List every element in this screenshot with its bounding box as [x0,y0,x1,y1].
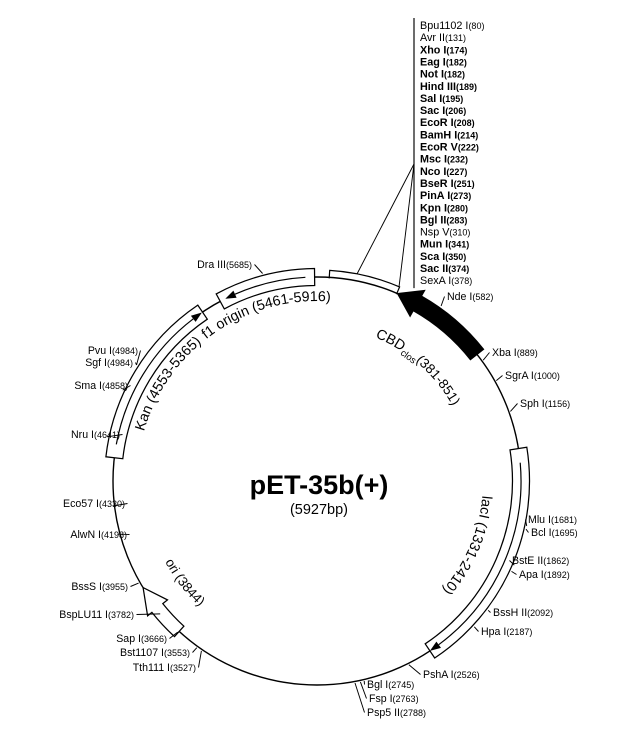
mcs-list-item-Nsp-V: Nsp V(310) [420,227,470,239]
leader-line-Bst1107-I [192,647,198,653]
feature-ori-label: ori (3844) [162,556,208,609]
feature-f1-arrow-shaft [234,276,306,295]
leader-line-Apa-I [511,570,517,575]
feature-f1-arrowhead [225,290,237,299]
mcs-list-item-Sal-I: Sal I(195) [420,93,463,105]
site-label-Sma-I: Sma I(4858) [74,380,128,392]
mcs-list-item-EcoR-I: EcoR I(208) [420,117,475,129]
mcs-list-item-Nco-I: Nco I(227) [420,166,467,178]
leader-line-Nru-I [107,434,123,438]
mcs-list-item-BseR-I: BseR I(251) [420,178,475,190]
leader-line-PshA-I [408,664,421,675]
site-label-Fsp-I: Fsp I(2763) [369,693,419,705]
leader-line-Mlu-I [525,519,528,527]
mcs-list-item-Sac-II: Sac II(374) [420,263,469,275]
mcs-list-item-Kpn-I: Kpn I(280) [420,202,468,214]
plasmid-title: pET-35b(+) [250,470,389,500]
feature-ori-arrow [142,586,185,638]
mcs-list-item-Avr-II: Avr II(131) [420,32,466,44]
mcs-list-item-Not-I: Not I(182) [420,69,465,81]
mcs-list-item-Bpu1102-I: Bpu1102 I(80) [420,20,484,32]
site-label-Apa-I: Apa I(1892) [519,569,570,581]
feature-kan-arrow-shaft [115,318,194,445]
mcs-list-item-PinA-I: PinA I(273) [420,190,471,202]
leader-line-Sph-I [510,403,518,412]
mcs-list-item-Hind-III: Hind III(189) [420,81,477,93]
plasmid-size-label: (5927bp) [290,502,348,518]
site-label-Sap-I: Sap I(3666) [116,633,167,645]
site-label-BssH-II: BssH II(2092) [493,607,553,619]
leader-line-SgrA-I [495,375,503,381]
leader-line-BssH-II [487,609,491,613]
feature-cbd-label: CBDclos(381-851) [373,326,463,407]
mcs-list-item-Mun-I: Mun I(341) [420,239,469,251]
plasmid-map-generated: CBDclos(381-851)lacI (1331-2410)ori (384… [59,18,578,719]
feature-cbd-solid-arrow [396,289,485,361]
leader-line-BstE-II [509,560,515,566]
leader-line-Bcl-I [525,528,529,533]
leader-line-Dra-III [254,264,263,274]
feature-kan-arrowhead [190,312,202,322]
leader-line-Fsp-I [359,681,367,699]
site-label-Bgl-I: Bgl I(2745) [367,679,414,691]
mcs-list-item-Bgl-II: Bgl II(283) [420,214,467,226]
site-label-Nde-I: Nde I(582) [447,291,493,303]
feature-laci-arrowhead [429,641,441,651]
leader-line-Eco57-I [112,503,128,507]
leader-line-Tth111-I [198,650,202,668]
site-label-Psp5-II: Psp5 II(2788) [367,707,426,719]
mcs-leader-line-right [398,163,415,288]
site-label-BssS-I: BssS I(3955) [71,581,128,593]
leader-line-Psp5-II [354,682,365,713]
mcs-list-item-Sca-I: Sca I(350) [420,251,466,263]
mcs-leader-line-left [356,163,415,275]
site-label-Eco57-I: Eco57 I(4330) [63,498,125,510]
site-label-Xba-I: Xba I(889) [492,347,538,359]
mcs-bracket [328,269,401,295]
site-label-Mlu-I: Mlu I(1681) [528,514,577,526]
site-label-Bst1107-I: Bst1107 I(3553) [120,647,190,659]
site-label-AlwN-I: AlwN I(4198) [70,529,127,541]
leader-line-Pvu-I [136,350,141,366]
site-label-BspLU11-I: BspLU11 I(3782) [59,609,134,621]
leader-line-BssS-I [130,582,139,587]
mcs-list-item-Xho-I: Xho I(174) [420,44,467,56]
site-label-Pvu-I: Pvu I(4984) [88,345,138,357]
mcs-list-item-Msc-I: Msc I(232) [420,154,468,166]
site-label-Sph-I: Sph I(1156) [520,398,570,410]
site-label-BstE-II: BstE II(1862) [512,555,569,567]
mcs-site-list: Bpu1102 I(80)Avr II(131)Xho I(174)Eag I(… [420,20,484,287]
leader-line-Sap-I [169,631,178,639]
site-label-PshA-I: PshA I(2526) [423,669,480,681]
site-label-Nru-I: Nru I(4641) [71,429,120,441]
site-label-Dra-III: Dra III(5685) [197,259,252,271]
leader-line-Nde-I [440,296,445,307]
leader-line-Xba-I [482,352,490,361]
leader-line-BspLU11-I [136,613,161,615]
site-label-Tth111-I: Tth111 I(3527) [133,662,196,674]
feature-laci-arrow-shaft [438,462,522,646]
site-label-SgrA-I: SgrA I(1000) [505,370,560,382]
site-label-Hpa-I: Hpa I(2187) [481,626,532,638]
leader-line-Sma-I [122,385,131,391]
mcs-list-item-Sac-I: Sac I(206) [420,105,466,117]
mcs-list-item-EcoR-V: EcoR V(222) [420,142,479,154]
mcs-list-item-SexA-I: SexA I(378) [420,275,472,287]
site-label-Bcl-I: Bcl I(1695) [531,527,578,539]
site-label-Sgf-I: Sgf I(4984) [85,357,133,369]
leader-line-Hpa-I [473,626,479,632]
mcs-list-item-BamH-I: BamH I(214) [420,129,478,141]
mcs-list-item-Eag-I: Eag I(182) [420,57,467,69]
